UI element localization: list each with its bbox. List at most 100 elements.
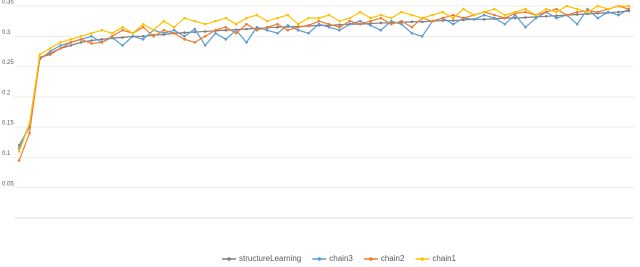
point: [121, 36, 124, 39]
point: [565, 13, 569, 17]
point: [503, 16, 507, 20]
point: [172, 25, 176, 29]
point: [162, 28, 166, 32]
point: [234, 22, 238, 26]
point: [296, 22, 300, 26]
point: [48, 50, 52, 53]
point: [183, 16, 186, 20]
point: [203, 44, 207, 47]
point: [389, 16, 393, 20]
point: [524, 25, 527, 29]
point: [224, 25, 228, 29]
point: [348, 16, 352, 20]
legend-label: chain3: [329, 254, 353, 263]
point: [90, 31, 93, 35]
point: [410, 31, 414, 35]
point: [141, 38, 145, 41]
point: [69, 44, 73, 47]
point: [121, 44, 124, 47]
point: [524, 16, 527, 19]
point: [90, 42, 93, 45]
point: [28, 131, 31, 135]
legend-label: chain1: [432, 254, 456, 263]
point: [369, 19, 372, 23]
point: [513, 10, 517, 14]
point: [544, 7, 548, 11]
point: [79, 34, 83, 38]
point: [131, 34, 135, 38]
point: [307, 24, 310, 27]
point: [59, 44, 62, 47]
point: [358, 19, 362, 23]
point: [379, 28, 383, 32]
point: [255, 25, 259, 29]
point: [79, 38, 83, 41]
point: [451, 13, 455, 17]
point: [575, 7, 579, 11]
legend: structureLearning chain3 chain2 chain1: [222, 254, 457, 263]
point: [307, 31, 310, 35]
series-line: [18, 5, 629, 152]
point: [203, 22, 207, 26]
point: [596, 16, 600, 20]
point: [420, 34, 424, 38]
point: [627, 9, 631, 13]
legend-marker: [420, 257, 425, 261]
legend-marker: [369, 257, 373, 261]
point: [410, 25, 414, 29]
point: [276, 16, 279, 20]
point: [555, 16, 558, 20]
point: [627, 7, 631, 11]
point: [338, 19, 341, 23]
point: [472, 13, 476, 17]
point: [296, 28, 300, 32]
point: [379, 13, 383, 17]
point: [493, 7, 496, 11]
point: [369, 24, 372, 27]
point: [575, 10, 579, 14]
point: [555, 10, 558, 14]
point: [172, 31, 176, 35]
point: [224, 16, 228, 20]
point: [400, 10, 403, 14]
point: [575, 13, 579, 16]
point: [462, 18, 465, 22]
point: [131, 31, 135, 35]
point: [493, 16, 496, 20]
point: [17, 159, 21, 162]
point: [586, 7, 589, 11]
point: [410, 13, 414, 17]
point: [617, 4, 620, 8]
point: [420, 20, 424, 24]
legend-label: chain2: [381, 254, 405, 263]
point: [451, 16, 455, 20]
point: [389, 22, 393, 26]
point: [141, 25, 145, 29]
point: [69, 41, 73, 44]
point: [544, 10, 548, 14]
point: [307, 16, 310, 20]
y-tick-label: 0.25: [2, 60, 14, 66]
legend-marker: [227, 257, 231, 261]
point: [348, 19, 352, 23]
point: [379, 16, 383, 20]
point: [214, 19, 217, 23]
point: [503, 13, 507, 17]
point: [617, 13, 620, 17]
legend-marker: [317, 257, 322, 261]
point: [317, 19, 321, 23]
point: [524, 10, 527, 14]
point: [544, 14, 548, 18]
point: [534, 13, 538, 17]
point: [48, 51, 52, 55]
point: [513, 13, 517, 17]
point: [286, 13, 290, 17]
point: [141, 22, 145, 26]
point: [245, 27, 248, 31]
point: [596, 10, 600, 14]
y-tick-label: 0.1: [2, 151, 11, 157]
point: [503, 22, 507, 26]
point: [327, 13, 331, 17]
point: [90, 34, 93, 38]
point: [100, 41, 104, 44]
